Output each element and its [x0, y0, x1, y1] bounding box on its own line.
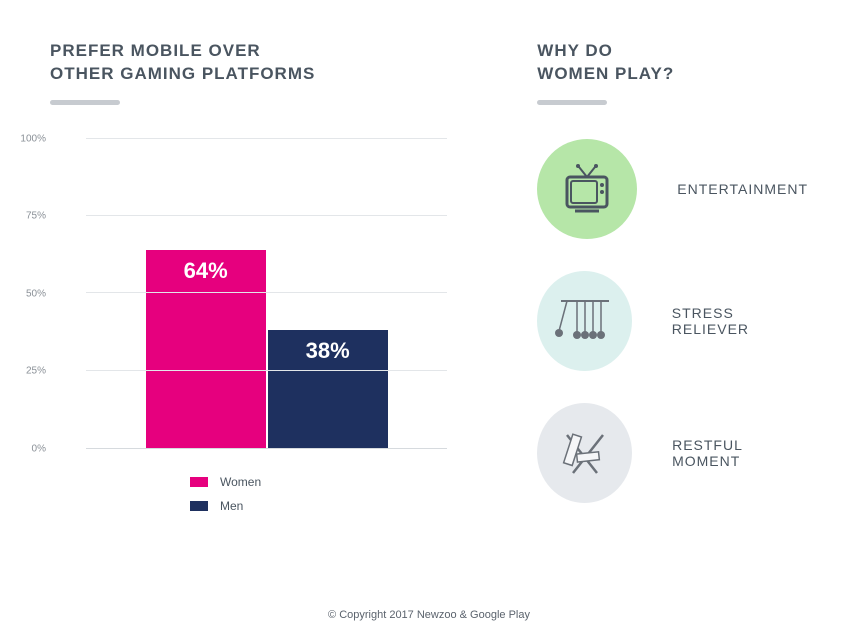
pendulum-icon	[537, 271, 632, 371]
bar-men: 38%	[268, 330, 388, 447]
legend-label: Men	[220, 499, 243, 513]
legend-swatch	[190, 501, 208, 511]
chair-icon	[537, 403, 632, 503]
tv-icon	[537, 139, 637, 239]
left-title-line2: OTHER GAMING PLATFORMS	[50, 63, 447, 86]
bar-women: 64%	[146, 250, 266, 448]
legend-item: Women	[190, 475, 447, 489]
left-title-line1: PREFER MOBILE OVER	[50, 40, 447, 63]
grid-line	[86, 292, 447, 293]
bars-container: 64% 38%	[86, 139, 447, 448]
bar-value-label: 38%	[268, 338, 388, 364]
legend: Women Men	[190, 475, 447, 513]
right-title-line2: WOMEN PLAY?	[537, 63, 808, 86]
grid-line	[86, 370, 447, 371]
reason-item: ENTERTAINMENT	[537, 139, 808, 239]
y-tick-label: 0%	[32, 443, 46, 454]
grid-line	[86, 215, 447, 216]
right-underline	[537, 100, 607, 105]
reason-item: STRESS RELIEVER	[537, 271, 808, 371]
left-underline	[50, 100, 120, 105]
y-tick-label: 25%	[26, 366, 46, 377]
legend-label: Women	[220, 475, 261, 489]
right-title-line1: WHY DO	[537, 40, 808, 63]
bar-value-label: 64%	[146, 258, 266, 284]
left-title: PREFER MOBILE OVER OTHER GAMING PLATFORM…	[50, 40, 447, 86]
grid-line	[86, 138, 447, 139]
legend-swatch	[190, 477, 208, 487]
copyright: © Copyright 2017 Newzoo & Google Play	[0, 609, 858, 621]
y-tick-label: 100%	[20, 133, 46, 144]
reason-label: RESTFUL MOMENT	[672, 437, 808, 469]
y-tick-label: 75%	[26, 211, 46, 222]
y-tick-label: 50%	[26, 288, 46, 299]
reason-label: ENTERTAINMENT	[677, 181, 808, 197]
right-title: WHY DO WOMEN PLAY?	[537, 40, 808, 86]
bar-chart: 0%25%50%75%100% 64%38%	[78, 139, 447, 449]
chart-plot: 64% 38%	[86, 139, 447, 449]
legend-item: Men	[190, 499, 447, 513]
reason-label: STRESS RELIEVER	[672, 305, 808, 337]
reason-item: RESTFUL MOMENT	[537, 403, 808, 503]
